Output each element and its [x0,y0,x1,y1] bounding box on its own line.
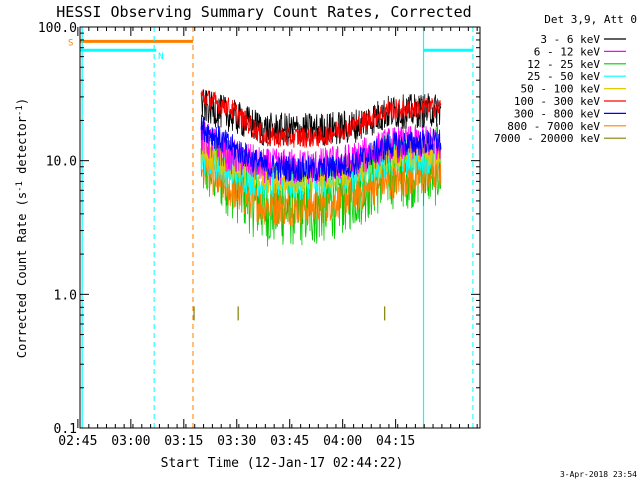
series-line-7 [200,152,442,227]
legend-label-3: 25 - 50 keV [527,70,600,83]
y-tick-label: 0.1 [54,422,77,437]
legend-label-4: 50 - 100 keV [521,83,601,96]
plot-frame [79,26,481,429]
series-line-5 [200,90,442,148]
y-axis-label-sup1: -1 [15,181,25,192]
y-tick-label: 100.0 [38,21,77,36]
legend-label-1: 6 - 12 keV [534,45,601,58]
chart-title: HESSI Observing Summary Count Rates, Cor… [56,3,471,21]
y-axis-label-end: ) [15,98,29,105]
legend-label-0: 3 - 6 keV [540,33,600,46]
legend-header: Det 3,9, Att 0 [544,13,637,26]
legend-label-8: 7000 - 20000 keV [494,132,600,145]
y-axis-label: Corrected Count Rate (s-1 detector-1) [15,98,29,358]
x-tick-label: 03:00 [111,434,150,449]
x-tick-label: 04:15 [376,434,415,449]
x-tick-label: 03:30 [217,434,256,449]
legend-label-2: 12 - 25 keV [527,58,600,71]
x-tick-label: 03:45 [270,434,309,449]
plot-area: S N 0.1 1.0 10.0 100.0 02:45 03:00 03:15 03:30 03:… [38,21,481,449]
night-label: N [158,52,163,62]
series-line-6 [200,114,442,183]
x-tick-label: 04:00 [323,434,362,449]
y-axis-label-mid: detector [15,116,29,181]
x-tick-label: 03:15 [164,434,203,449]
legend-label-5: 100 - 300 keV [514,95,600,108]
y-tick-label: 10.0 [46,155,77,170]
legend-label-6: 300 - 800 keV [514,107,600,120]
saa-label: S [68,38,73,48]
series-line-1 [200,120,442,186]
y-tick-label: 1.0 [54,288,77,303]
x-tick-label: 02:45 [58,434,97,449]
timestamp: 3-Apr-2018 23:54 [560,470,637,479]
legend-label-7: 800 - 7000 keV [507,120,600,133]
y-axis-label-main: Corrected Count Rate (s [15,192,29,358]
x-axis-label: Start Time (12-Jan-17 02:44:22) [161,456,404,471]
y-axis-label-sup2: -1 [15,105,25,116]
